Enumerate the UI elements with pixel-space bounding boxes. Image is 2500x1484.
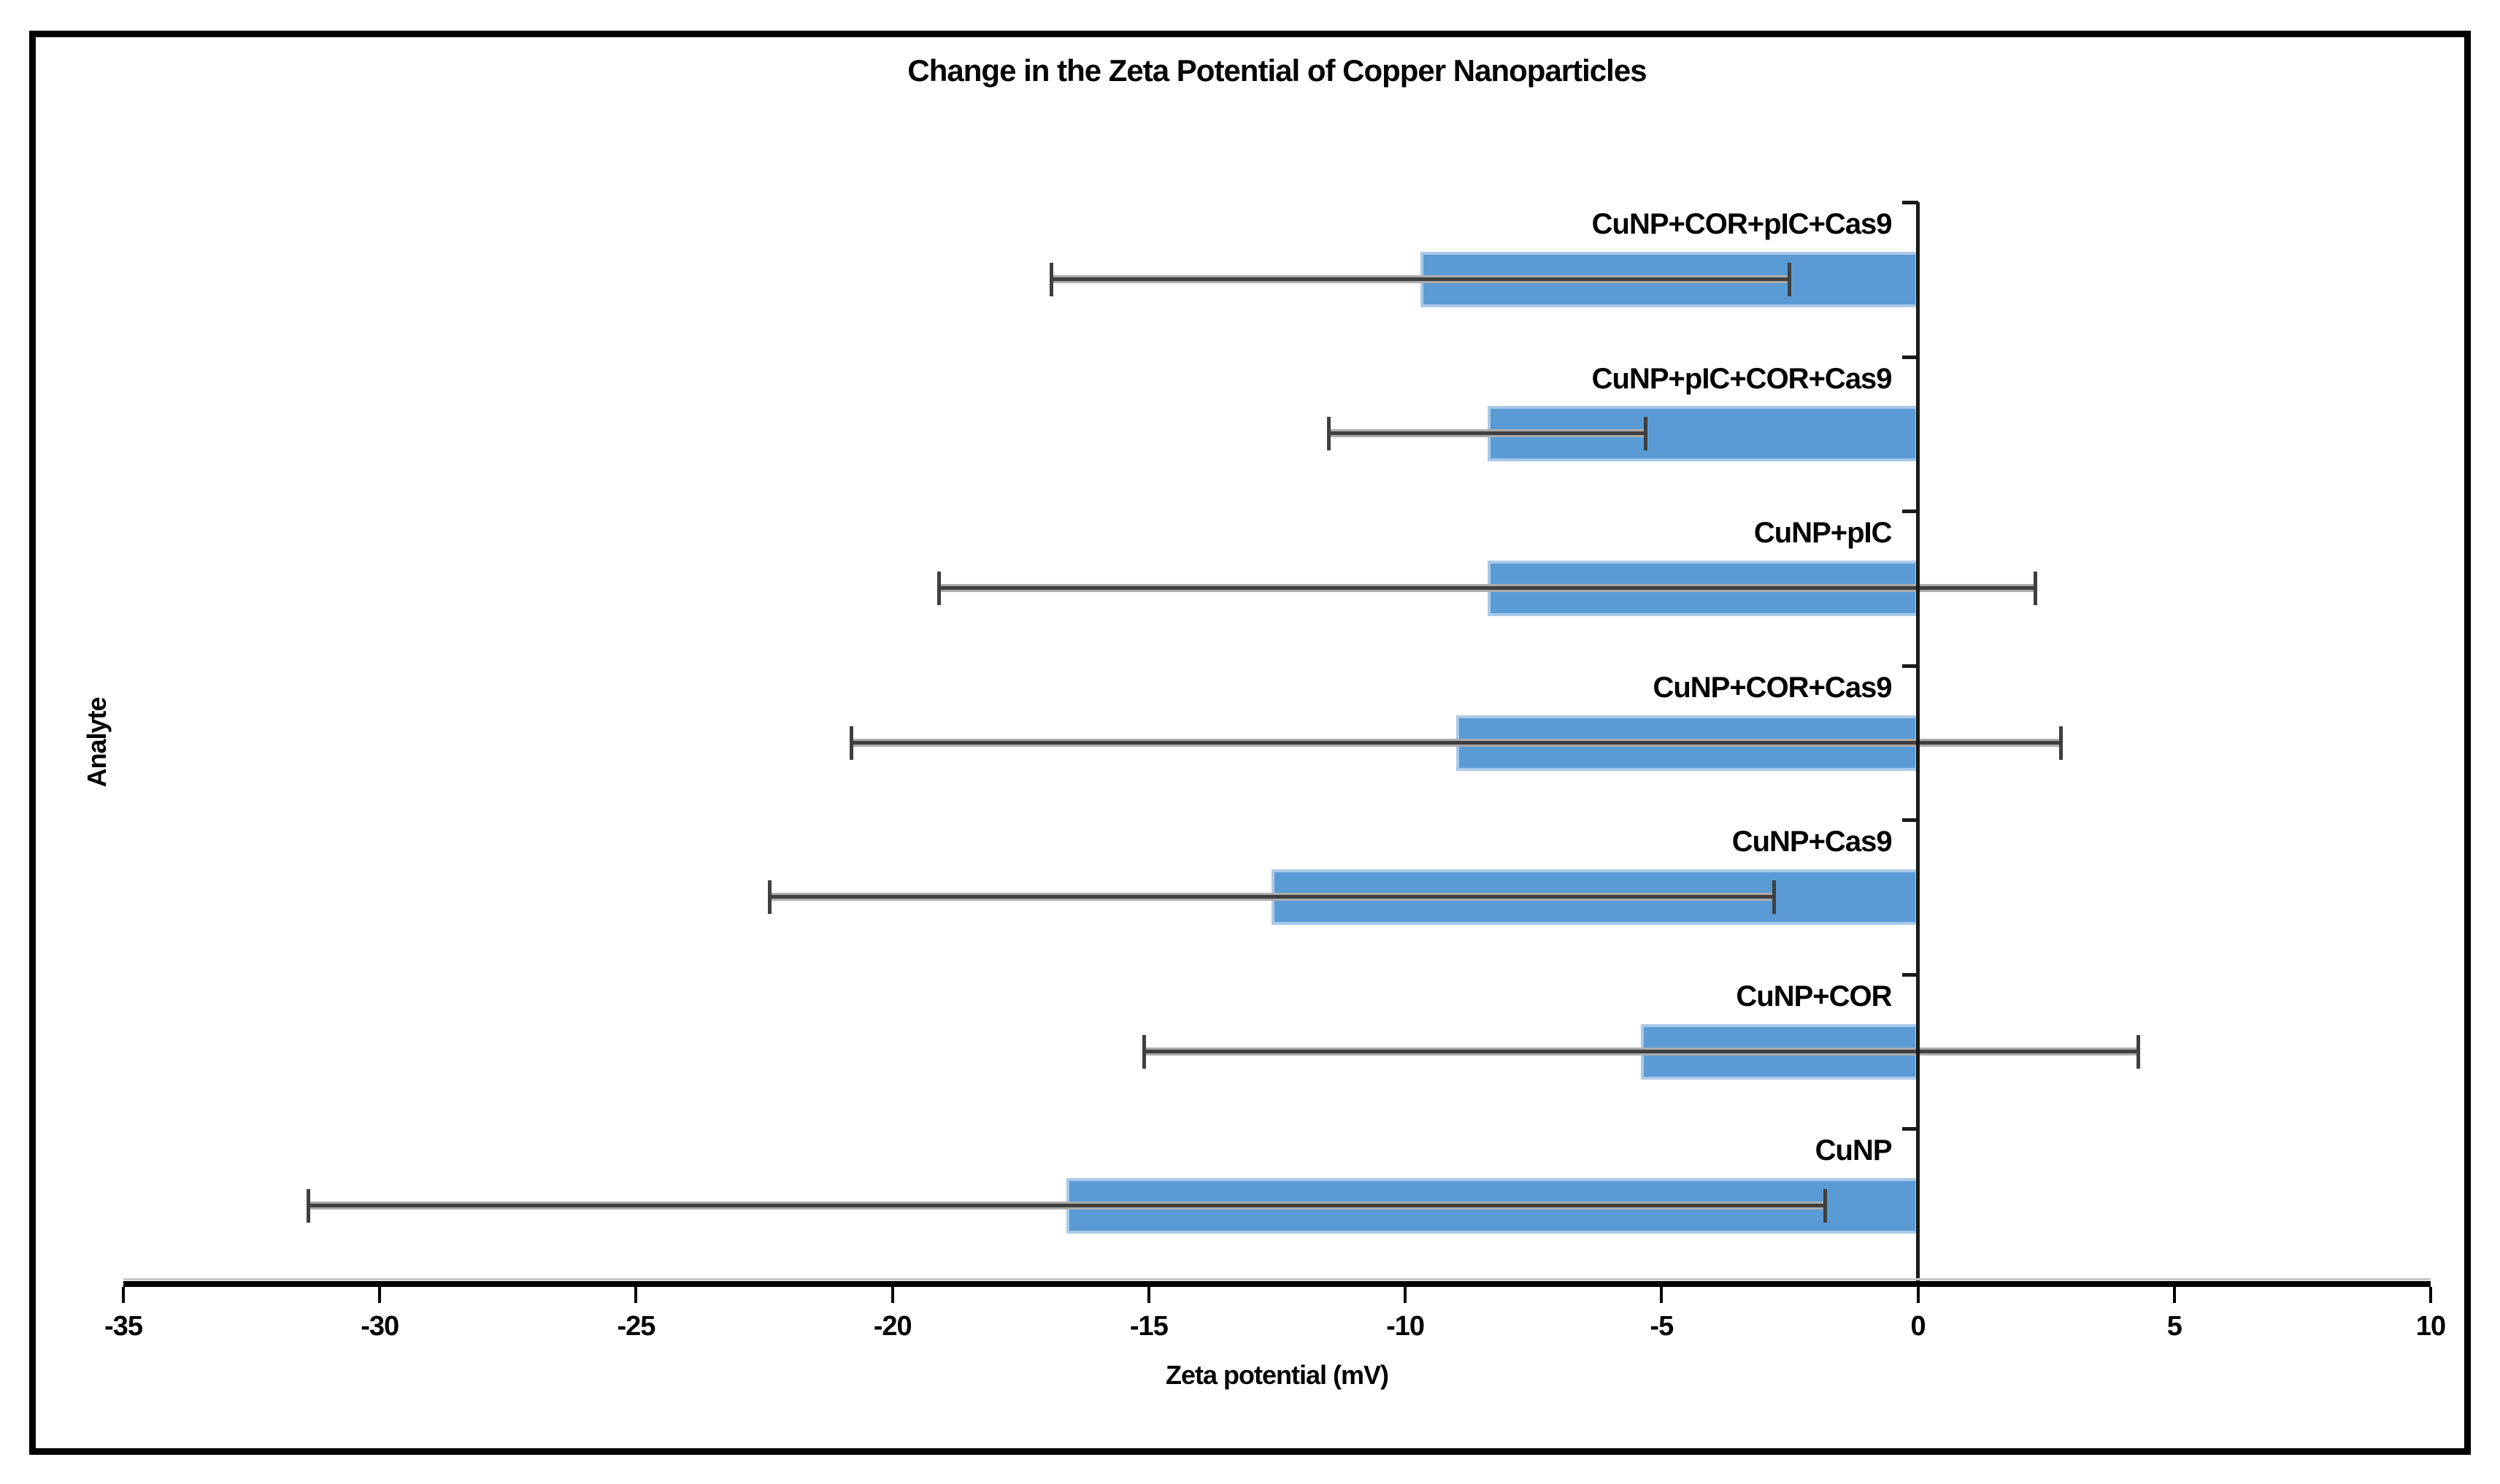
x-axis-line bbox=[123, 1281, 2431, 1287]
error-bar-cap-left bbox=[1142, 1034, 1146, 1069]
x-axis-tick-label: -15 bbox=[1129, 1311, 1169, 1342]
category-boundary-tick bbox=[1901, 355, 1918, 359]
error-bar-cap-right bbox=[2059, 726, 2064, 760]
error-bar-cap-right bbox=[2034, 571, 2038, 605]
error-bar-line bbox=[938, 583, 2036, 592]
category-label: CuNP+pIC+COR+Cas9 bbox=[1591, 362, 1893, 395]
category-label: CuNP bbox=[1815, 1134, 1893, 1167]
error-bar-line bbox=[307, 1202, 1826, 1210]
category-label: CuNP+COR bbox=[1736, 980, 1892, 1012]
x-axis-tick bbox=[634, 1287, 638, 1303]
x-axis-tick-label: -25 bbox=[617, 1311, 655, 1342]
x-axis-tick-label: 0 bbox=[1910, 1311, 1926, 1342]
x-axis-tick-label: 5 bbox=[2166, 1311, 2182, 1342]
category-label: CuNP+pIC bbox=[1753, 517, 1893, 550]
x-axis-tick-label: -20 bbox=[873, 1311, 912, 1342]
error-bar-cap-left bbox=[936, 571, 941, 605]
category-boundary-tick bbox=[1901, 818, 1918, 823]
error-bar-line bbox=[851, 738, 2062, 747]
x-axis-tick bbox=[891, 1287, 894, 1303]
x-axis-tick bbox=[122, 1287, 125, 1303]
error-bar-line bbox=[1328, 429, 1647, 438]
x-axis-tick bbox=[1147, 1287, 1150, 1303]
category-label: CuNP+Cas9 bbox=[1731, 826, 1893, 858]
x-axis-tick bbox=[378, 1287, 382, 1303]
x-axis-tick bbox=[1916, 1287, 1920, 1303]
x-axis-tick-label: -5 bbox=[1650, 1311, 1674, 1342]
x-axis-shadow-line bbox=[123, 1278, 2431, 1280]
error-bar-cap-right bbox=[1772, 880, 1776, 915]
error-bar-cap-right bbox=[2136, 1034, 2140, 1069]
x-axis-tick-label: -35 bbox=[104, 1311, 143, 1342]
x-axis-tick-label: -30 bbox=[361, 1311, 399, 1342]
error-bar-line bbox=[1051, 274, 1790, 283]
error-bar-cap-right bbox=[1644, 417, 1648, 451]
x-axis-tick-label: 10 bbox=[2415, 1311, 2446, 1342]
category-boundary-tick bbox=[1901, 1127, 1918, 1131]
error-bar-cap-right bbox=[1787, 262, 1791, 296]
error-bar-line bbox=[769, 893, 1774, 901]
x-axis-tick bbox=[1404, 1287, 1407, 1303]
error-bar-line bbox=[1143, 1047, 2139, 1056]
category-boundary-tick bbox=[1901, 664, 1918, 668]
x-axis-tick bbox=[2429, 1287, 2432, 1303]
x-axis-title: Zeta potential (mV) bbox=[1165, 1360, 1389, 1390]
x-axis-tick bbox=[2172, 1287, 2176, 1303]
error-bar-cap-left bbox=[768, 880, 772, 915]
error-bar-cap-right bbox=[1823, 1189, 1828, 1223]
category-boundary-tick bbox=[1901, 201, 1918, 204]
error-bar-cap-left bbox=[850, 726, 854, 760]
category-label: CuNP+COR+pIC+Cas9 bbox=[1591, 208, 1893, 240]
x-axis-tick-label: -10 bbox=[1386, 1311, 1425, 1342]
y-axis-title: Analyte bbox=[82, 697, 112, 788]
category-boundary-tick bbox=[1901, 510, 1918, 514]
x-axis-tick bbox=[1660, 1287, 1664, 1303]
chart-title: Change in the Zeta Potential of Copper N… bbox=[907, 53, 1647, 88]
error-bar-cap-left bbox=[1326, 417, 1331, 451]
error-bar-cap-left bbox=[1050, 262, 1054, 296]
error-bar-cap-left bbox=[306, 1189, 310, 1223]
category-label: CuNP+COR+Cas9 bbox=[1653, 671, 1892, 704]
category-boundary-tick bbox=[1901, 972, 1918, 977]
zero-axis-line bbox=[1915, 202, 1920, 1283]
